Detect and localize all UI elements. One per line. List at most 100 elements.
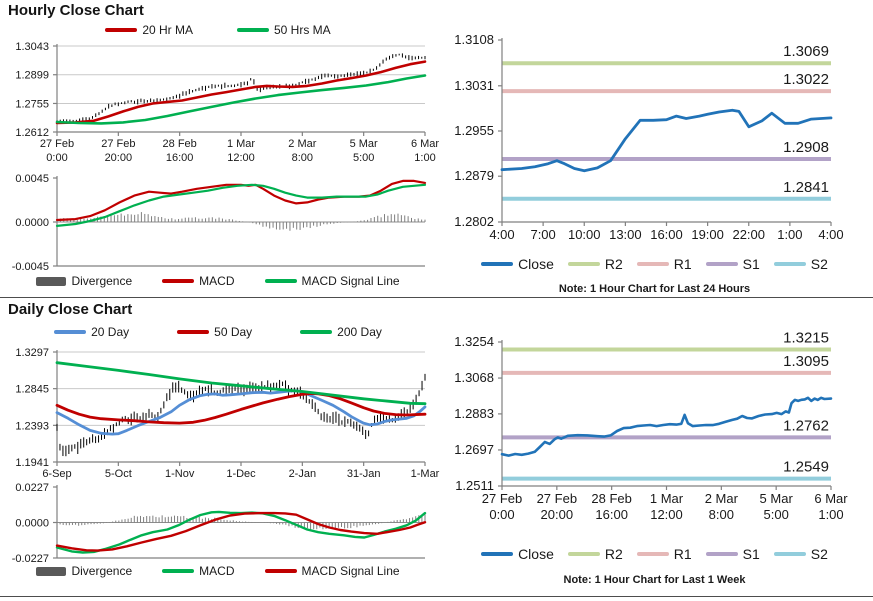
hourly-pivot-chart: 1.3069 1.3022 1.2908 1.2841 1.3108 1.3031 1.29… xyxy=(454,32,843,242)
line-swatch xyxy=(54,330,87,334)
svg-text:20:00: 20:00 xyxy=(105,152,133,164)
line-swatch xyxy=(237,28,269,32)
svg-text:1.2393: 1.2393 xyxy=(15,420,49,432)
legend-label: 200 Day xyxy=(337,325,382,339)
legend-item-close: Close xyxy=(481,256,554,272)
svg-text:20:00: 20:00 xyxy=(541,507,574,522)
svg-text:1.3022: 1.3022 xyxy=(783,71,829,88)
legend-item-r2: R2 xyxy=(567,256,623,272)
legend-label: S2 xyxy=(810,546,828,562)
hourly-section-title: Hourly Close Chart xyxy=(8,2,144,19)
svg-text:0.0045: 0.0045 xyxy=(15,173,49,185)
line-swatch xyxy=(162,569,195,573)
legend-label: Divergence xyxy=(71,274,133,288)
svg-text:7:00: 7:00 xyxy=(530,227,555,242)
legend-label: Close xyxy=(518,546,554,562)
svg-text:1.2841: 1.2841 xyxy=(783,179,829,196)
svg-text:1.3215: 1.3215 xyxy=(783,330,829,347)
svg-text:-0.0227: -0.0227 xyxy=(12,553,49,565)
svg-text:2 Mar: 2 Mar xyxy=(705,491,739,506)
daily-pivot-legend: Close R2 R1 S1 S2 xyxy=(436,546,873,562)
svg-text:0:00: 0:00 xyxy=(46,152,67,164)
svg-text:1.2697: 1.2697 xyxy=(454,442,494,457)
line-swatch xyxy=(636,552,669,556)
hourly-pivot-note: Note: 1 Hour Chart for Last 24 Hours xyxy=(558,283,751,295)
legend-item-50-hrs-ma: 50 Hrs MA xyxy=(237,23,331,37)
section-divider xyxy=(0,297,873,298)
svg-text:1.2755: 1.2755 xyxy=(15,98,49,110)
svg-text:1.2955: 1.2955 xyxy=(454,123,494,138)
svg-text:1.1941: 1.1941 xyxy=(15,457,49,469)
legend-item-close: Close xyxy=(481,546,554,562)
svg-text:0.0000: 0.0000 xyxy=(15,518,49,530)
svg-text:1.2511: 1.2511 xyxy=(455,478,494,493)
svg-text:1:00: 1:00 xyxy=(414,152,435,164)
legend-item-macd: MACD xyxy=(162,274,235,288)
svg-text:28 Feb: 28 Feb xyxy=(163,138,197,150)
legend-label: Close xyxy=(518,256,554,272)
line-swatch xyxy=(705,552,738,556)
svg-text:1.2883: 1.2883 xyxy=(454,406,494,421)
legend-label: R1 xyxy=(673,546,692,562)
svg-text:1-Mar: 1-Mar xyxy=(411,468,440,480)
svg-text:27 Feb: 27 Feb xyxy=(101,138,135,150)
svg-text:8:00: 8:00 xyxy=(709,507,734,522)
divergence-bar-swatch xyxy=(36,566,67,576)
svg-text:22:00: 22:00 xyxy=(732,227,765,242)
svg-text:5 Mar: 5 Mar xyxy=(350,138,378,150)
svg-text:16:00: 16:00 xyxy=(166,152,194,164)
svg-text:12:00: 12:00 xyxy=(227,152,255,164)
svg-text:4:00: 4:00 xyxy=(489,227,514,242)
legend-item-r1: R1 xyxy=(636,546,692,562)
svg-text:1.2879: 1.2879 xyxy=(454,168,494,183)
line-swatch xyxy=(705,262,738,266)
svg-text:31-Jan: 31-Jan xyxy=(347,468,381,480)
hourly-macd-legend: Divergence MACD MACD Signal Line xyxy=(0,274,436,288)
svg-text:6 Mar: 6 Mar xyxy=(814,491,848,506)
daily-macd-chart: 0.0227 0.0000 -0.0227 xyxy=(12,482,427,565)
svg-text:1.2899: 1.2899 xyxy=(15,70,49,82)
line-swatch xyxy=(636,262,669,266)
legend-label: Divergence xyxy=(71,564,133,578)
svg-text:19:00: 19:00 xyxy=(691,227,724,242)
line-swatch xyxy=(481,552,514,556)
line-swatch xyxy=(773,552,806,556)
svg-text:1.2845: 1.2845 xyxy=(15,384,49,396)
svg-text:1.3043: 1.3043 xyxy=(15,41,49,53)
line-swatch xyxy=(162,279,195,283)
divergence-bar-swatch xyxy=(36,276,67,286)
legend-item-s1: S1 xyxy=(705,546,760,562)
hourly-price-legend: 20 Hr MA 50 Hrs MA xyxy=(0,23,436,37)
line-swatch xyxy=(264,569,297,573)
line-swatch xyxy=(264,279,297,283)
svg-text:8:00: 8:00 xyxy=(292,152,313,164)
legend-item-s2: S2 xyxy=(773,256,828,272)
legend-item-20-hr-ma: 20 Hr MA xyxy=(105,23,193,37)
svg-text:2 Mar: 2 Mar xyxy=(288,138,316,150)
svg-text:1:00: 1:00 xyxy=(777,227,802,242)
svg-text:1.3254: 1.3254 xyxy=(454,334,494,349)
svg-text:5-Oct: 5-Oct xyxy=(105,468,132,480)
legend-item-macd: MACD xyxy=(162,564,235,578)
legend-item-s2: S2 xyxy=(773,546,828,562)
line-swatch xyxy=(300,330,333,334)
legend-label: S2 xyxy=(810,256,828,272)
legend-label: 20 Hr MA xyxy=(142,23,193,37)
svg-text:1.3095: 1.3095 xyxy=(783,353,829,370)
hourly-pivot-legend: Close R2 R1 S1 S2 xyxy=(436,256,873,272)
svg-text:0:00: 0:00 xyxy=(489,507,514,522)
svg-text:1.2908: 1.2908 xyxy=(783,139,829,156)
legend-item-divergence: Divergence xyxy=(36,564,132,578)
line-swatch xyxy=(773,262,806,266)
svg-text:16:00: 16:00 xyxy=(650,227,683,242)
svg-text:5:00: 5:00 xyxy=(764,507,789,522)
hourly-macd-chart: 0.0045 0.0000 -0.0045 xyxy=(12,173,427,273)
svg-text:16:00: 16:00 xyxy=(595,507,628,522)
legend-label: 50 Day xyxy=(214,325,253,339)
svg-text:0.0000: 0.0000 xyxy=(15,217,49,229)
svg-text:6 Mar: 6 Mar xyxy=(411,138,439,150)
legend-label: MACD Signal Line xyxy=(301,274,400,288)
svg-text:1 Mar: 1 Mar xyxy=(650,491,684,506)
